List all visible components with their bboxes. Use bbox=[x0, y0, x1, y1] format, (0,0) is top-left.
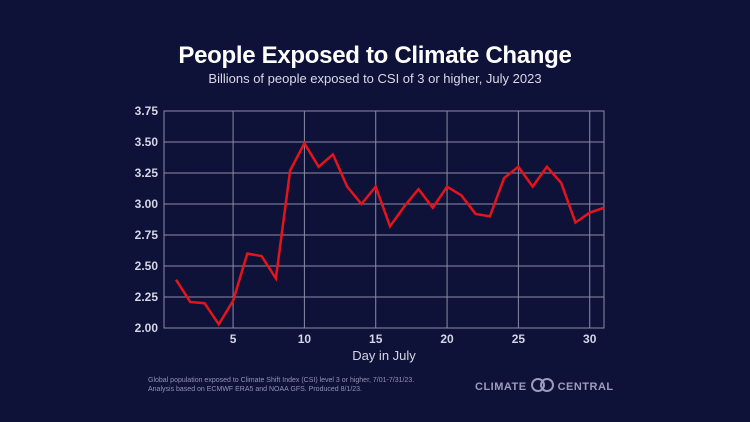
chart-title: People Exposed to Climate Change bbox=[178, 42, 572, 69]
y-tick-label: 2.75 bbox=[135, 228, 159, 242]
footnote-line-2: Analysis based on ECMWF ERA5 and NOAA GF… bbox=[148, 386, 362, 393]
y-tick-label: 3.50 bbox=[135, 135, 159, 149]
y-tick-label: 2.50 bbox=[135, 259, 159, 273]
y-tick-label: 2.25 bbox=[135, 290, 159, 304]
y-tick-label: 3.00 bbox=[135, 197, 159, 211]
x-tick-label: 15 bbox=[369, 332, 383, 346]
x-tick-label: 25 bbox=[512, 332, 526, 346]
x-tick-label: 20 bbox=[440, 332, 454, 346]
footnote-line-1: Global population exposed to Climate Shi… bbox=[148, 377, 415, 384]
footnote: Global population exposed to Climate Shi… bbox=[148, 376, 414, 394]
x-tick-label: 30 bbox=[583, 332, 597, 346]
y-tick-label: 3.25 bbox=[135, 166, 159, 180]
chart-subtitle: Billions of people exposed to CSI of 3 o… bbox=[208, 71, 542, 86]
x-axis-label: Day in July bbox=[352, 348, 416, 363]
x-tick-label: 5 bbox=[230, 332, 237, 346]
x-tick-label: 10 bbox=[298, 332, 312, 346]
plot-frame bbox=[163, 110, 605, 329]
climate-central-logo: CLIMATE CENTRAL bbox=[475, 378, 614, 395]
logo-text-left: CLIMATE bbox=[475, 380, 527, 393]
y-tick-label: 3.75 bbox=[135, 104, 159, 118]
logo-text-right: CENTRAL bbox=[557, 380, 614, 393]
y-tick-label: 2.00 bbox=[135, 321, 159, 335]
logo-rings-icon bbox=[530, 378, 554, 395]
